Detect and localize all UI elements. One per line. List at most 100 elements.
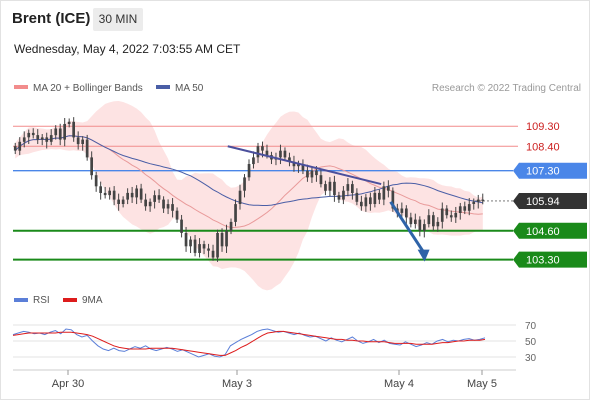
candle-body xyxy=(265,150,269,156)
candle-body xyxy=(463,206,467,211)
candle-body xyxy=(31,132,35,136)
candle-body xyxy=(369,197,372,205)
candle-body xyxy=(216,233,219,258)
candle-body xyxy=(481,199,485,201)
candle-body xyxy=(112,190,116,200)
candle-body xyxy=(279,150,282,158)
candle-body xyxy=(72,121,75,138)
last-label: 105.94 xyxy=(526,196,560,208)
candle-body xyxy=(94,175,98,187)
candle-body xyxy=(63,124,66,140)
candle-body xyxy=(346,184,350,191)
candle-body xyxy=(256,146,260,158)
resistance-label: 108.40 xyxy=(526,141,560,153)
candle-body xyxy=(382,186,386,200)
candle-body xyxy=(108,190,111,196)
candle-body xyxy=(117,199,120,204)
candle-body xyxy=(49,135,53,142)
timestamp: Wednesday, May 4, 2022 7:03:55 AM CET xyxy=(14,42,241,56)
ma50-line xyxy=(14,135,483,206)
rsi-line xyxy=(12,328,486,358)
candle-body xyxy=(283,150,287,158)
main-legend: MA 20 + Bollinger Bands MA 50 Research ©… xyxy=(14,83,581,94)
forecast-arrow-head xyxy=(417,249,430,262)
candle-body xyxy=(405,208,408,218)
candle-body xyxy=(157,195,161,200)
candle-body xyxy=(229,221,233,231)
candle-body xyxy=(144,199,147,207)
candle-body xyxy=(373,192,377,204)
candle-body xyxy=(121,199,125,204)
rsi-tick-label: 30 xyxy=(525,353,537,364)
interval-button[interactable]: 30 MIN xyxy=(93,8,143,31)
candle-body xyxy=(148,201,152,207)
candle-body xyxy=(440,208,444,222)
candle-body xyxy=(184,233,188,247)
rsi-legend-swatch xyxy=(14,298,28,302)
ma20-legend-swatch xyxy=(14,85,28,89)
last-label-tag xyxy=(513,192,587,209)
candle-body xyxy=(202,244,206,249)
candle-body xyxy=(81,139,84,144)
candle-body xyxy=(220,233,224,247)
resistance-label: 109.30 xyxy=(526,121,560,133)
support-label-tag xyxy=(513,251,587,268)
candle-body xyxy=(360,201,363,207)
candle-body xyxy=(22,137,26,142)
candle-body xyxy=(139,188,143,200)
rsi-ma-legend-swatch xyxy=(63,298,77,302)
candle-body xyxy=(337,195,341,200)
x-axis-label: Apr 30 xyxy=(52,378,84,390)
candle-body xyxy=(247,164,251,178)
candle-body xyxy=(234,204,237,222)
candle-body xyxy=(324,184,327,191)
candle-body xyxy=(76,137,80,145)
candle-body xyxy=(342,190,345,200)
pivot-label-tag xyxy=(513,162,587,179)
bollinger-band xyxy=(15,101,483,291)
candle-body xyxy=(458,206,462,213)
candle-body xyxy=(333,181,336,196)
ma50-legend-swatch xyxy=(156,85,170,89)
candle-body xyxy=(310,170,314,178)
candle-body xyxy=(427,215,431,225)
x-axis: Apr 30 May 3 May 4 May 5 xyxy=(13,369,516,390)
candle-body xyxy=(400,208,404,213)
rsi-tick-label: 70 xyxy=(525,321,537,332)
candle-body xyxy=(180,219,183,233)
candle-body xyxy=(378,192,381,200)
instrument-title: Brent (ICE) xyxy=(12,10,91,27)
candle-body xyxy=(198,244,201,253)
candle-body xyxy=(207,248,210,251)
candle-body xyxy=(13,146,17,151)
header: Brent (ICE) 30 MIN xyxy=(1,1,589,37)
candle-body xyxy=(58,128,62,140)
x-axis-label: May 5 xyxy=(467,378,497,390)
pivot-label: 107.30 xyxy=(526,166,560,178)
candle-body xyxy=(387,186,390,191)
rsi-legend: RSI 9MA xyxy=(14,295,103,306)
ma50-legend-label: MA 50 xyxy=(175,83,204,94)
candle-body xyxy=(85,139,89,158)
candle-body xyxy=(292,161,296,167)
candle-body xyxy=(409,217,413,225)
candle-body xyxy=(301,164,305,171)
x-axis-label: May 3 xyxy=(222,378,252,390)
candle-body xyxy=(175,210,179,220)
candle-body xyxy=(54,128,58,136)
candle-body xyxy=(319,175,323,185)
support-label: 104.60 xyxy=(526,226,560,238)
candle-body xyxy=(449,215,453,218)
candle-body xyxy=(423,224,426,231)
candle-body xyxy=(454,213,458,218)
candle-body xyxy=(193,239,197,253)
rsi-panel: 70 50 30 xyxy=(12,321,537,364)
candle-body xyxy=(391,190,395,209)
research-credit: Research © 2022 Trading Central xyxy=(432,83,581,94)
candle-body xyxy=(306,170,309,178)
resistance-trendline xyxy=(227,145,382,186)
support-label: 103.30 xyxy=(526,255,560,267)
candle-body xyxy=(27,132,31,138)
rsi-ma-line xyxy=(12,330,486,356)
